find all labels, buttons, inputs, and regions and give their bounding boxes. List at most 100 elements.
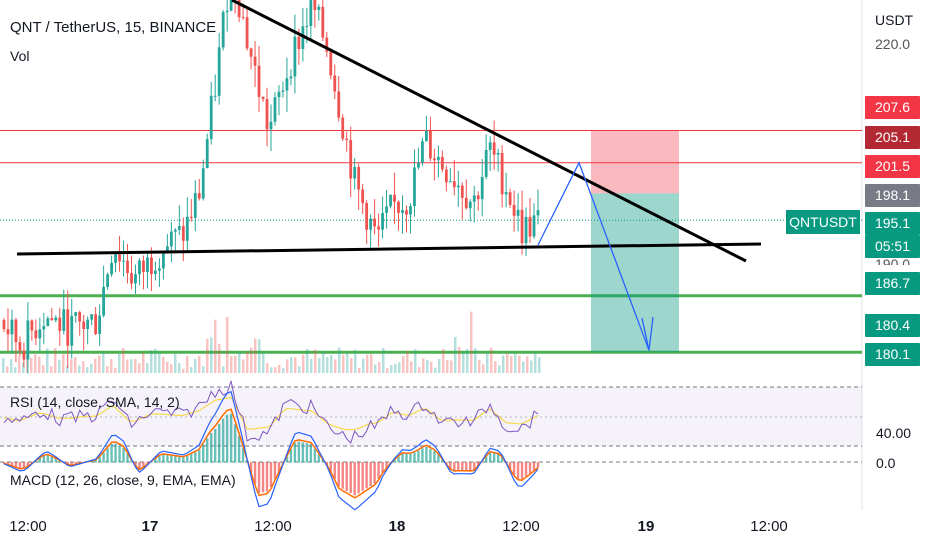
macd-histogram-bar (249, 462, 253, 473)
volume-bar (346, 352, 349, 373)
volume-bar (10, 359, 13, 373)
candle-body (46, 318, 50, 327)
macd-histogram-bar (110, 443, 113, 463)
macd-histogram-bar (178, 456, 181, 463)
volume-bar (290, 357, 293, 373)
candle-body (480, 177, 484, 200)
volume-bar (510, 356, 513, 373)
volume-bar (154, 348, 157, 373)
macd-histogram-bar (484, 456, 488, 463)
candle-body (217, 47, 221, 96)
macd-histogram-bar (441, 459, 444, 463)
macd-histogram-bar (477, 462, 480, 466)
macd-histogram-bar (202, 444, 205, 463)
candle-body (158, 268, 161, 271)
volume-bar (394, 363, 397, 373)
rsi-axis-label: 40.00 (876, 425, 912, 441)
volume-bar (146, 363, 149, 373)
macd-histogram-bar (34, 460, 38, 463)
candle-body (193, 193, 197, 218)
candle-body (269, 121, 273, 130)
time-tick: 19 (637, 518, 655, 535)
volume-bar (50, 366, 53, 373)
volume-bar (314, 349, 317, 373)
candle-body (62, 309, 66, 331)
volume-bar (310, 358, 313, 373)
macd-histogram-bar (265, 462, 269, 492)
macd-histogram-bar (409, 454, 412, 463)
macd-histogram-bar (488, 452, 492, 463)
volume-bar (482, 364, 485, 373)
candle-body (524, 216, 528, 244)
price-badge-1867: 186.7 (865, 272, 920, 295)
macd-histogram-bar (524, 462, 528, 477)
candle-body (512, 204, 516, 216)
candle-body (138, 260, 141, 275)
candle-body (201, 168, 205, 199)
macd-histogram-bar (377, 462, 380, 479)
macd-histogram-bar (425, 446, 428, 463)
macd-histogram-bar (449, 462, 452, 470)
volume-bar (398, 362, 401, 373)
macd-histogram-bar (10, 462, 14, 467)
volume-bar (34, 354, 37, 373)
candle-body (261, 96, 265, 100)
candle-body (528, 216, 532, 237)
macd-histogram-bar (329, 462, 332, 472)
candle-body (520, 209, 524, 244)
candle-body (432, 158, 436, 161)
candle-body (417, 162, 420, 168)
rsi-label[interactable]: RSI (14, close, SMA, 14, 2) (10, 394, 180, 410)
macd-histogram-bar (154, 458, 157, 463)
candle-body (78, 312, 82, 322)
candle-body (532, 215, 536, 237)
volume-bar (70, 359, 73, 373)
candle-body (369, 218, 373, 230)
macd-histogram-bar (26, 462, 30, 467)
volume-bar (158, 352, 161, 373)
candle-body (460, 185, 464, 198)
macd-histogram-bar (405, 453, 408, 463)
volume-bar (38, 356, 41, 373)
candle-body (488, 142, 492, 150)
candle-body (134, 274, 137, 284)
candle-body (353, 166, 357, 179)
volume-bar (118, 354, 121, 373)
stop-loss-zone (591, 130, 679, 194)
candle-body (114, 254, 117, 263)
candle-body (281, 90, 285, 92)
volume-bar (330, 355, 333, 373)
candle-body (464, 197, 468, 209)
candle-body (325, 37, 329, 52)
symbol-tag[interactable]: QNTUSDT (786, 210, 860, 234)
macd-histogram-bar (457, 462, 460, 471)
price-tick-190: 190.0 (875, 256, 911, 265)
candle-body (185, 216, 189, 241)
candle-body (361, 189, 365, 204)
macd-histogram-bar (214, 429, 217, 463)
macd-histogram-bar (229, 413, 233, 463)
macd-histogram-bar (349, 462, 352, 494)
candle-body (106, 274, 109, 287)
candle-body (209, 95, 213, 139)
macd-label[interactable]: MACD (12, 26, close, 9, EMA, EMA) (10, 472, 236, 488)
candle-body (118, 254, 121, 262)
candle-body (225, 10, 229, 13)
volume-bar (98, 355, 101, 373)
volume-bar (470, 311, 473, 373)
macd-histogram-bar (50, 456, 54, 463)
volume-bar (518, 355, 521, 373)
candle-body (333, 75, 337, 92)
macd-histogram-bar (54, 458, 57, 463)
candle-body (500, 152, 504, 195)
macd-histogram-bar (2, 462, 6, 464)
candle-body (10, 319, 14, 335)
volume-bar (18, 356, 21, 373)
volume-bar (270, 367, 273, 373)
candle-body (189, 216, 193, 218)
volume-bar (62, 354, 65, 373)
candle-body (337, 91, 341, 118)
volume-bar (174, 353, 177, 373)
support-trendline (16, 242, 762, 256)
